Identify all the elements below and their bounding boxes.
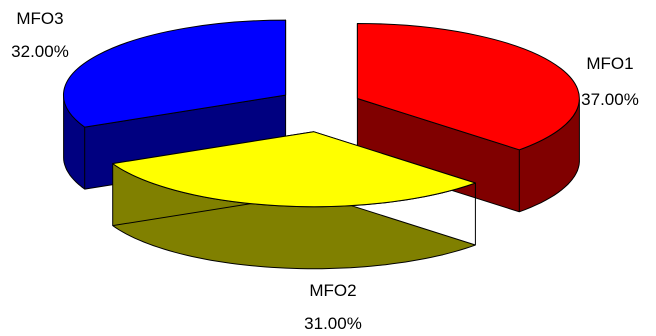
label-mfo2-name: MFO2 [309,281,356,300]
label-mfo2-value: 31.00% [304,314,362,333]
slice-mfo2-top [112,131,476,208]
label-mfo3-value: 32.00% [11,42,69,61]
label-mfo1-value: 37.00% [581,90,639,109]
label-mfo1-name: MFO1 [586,54,633,73]
slice-mfo2-group [112,131,476,270]
slice-mfo1-top [356,23,580,151]
slice-mfo3-top [62,19,287,128]
label-mfo3-name: MFO3 [16,9,63,28]
